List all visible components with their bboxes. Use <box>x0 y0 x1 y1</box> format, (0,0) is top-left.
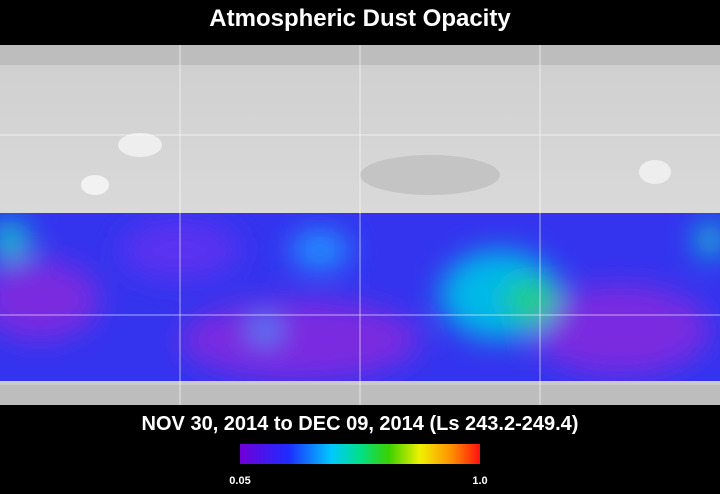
mars-map <box>0 45 720 405</box>
colorbar-tick-label: 0.05 <box>229 475 250 487</box>
colorbar <box>240 444 480 464</box>
date-range: NOV 30, 2014 to DEC 09, 2014 (Ls 243.2-2… <box>142 413 579 435</box>
colorbar-tick-label: 1.0 <box>472 475 487 487</box>
title: Atmospheric Dust Opacity <box>209 5 511 32</box>
